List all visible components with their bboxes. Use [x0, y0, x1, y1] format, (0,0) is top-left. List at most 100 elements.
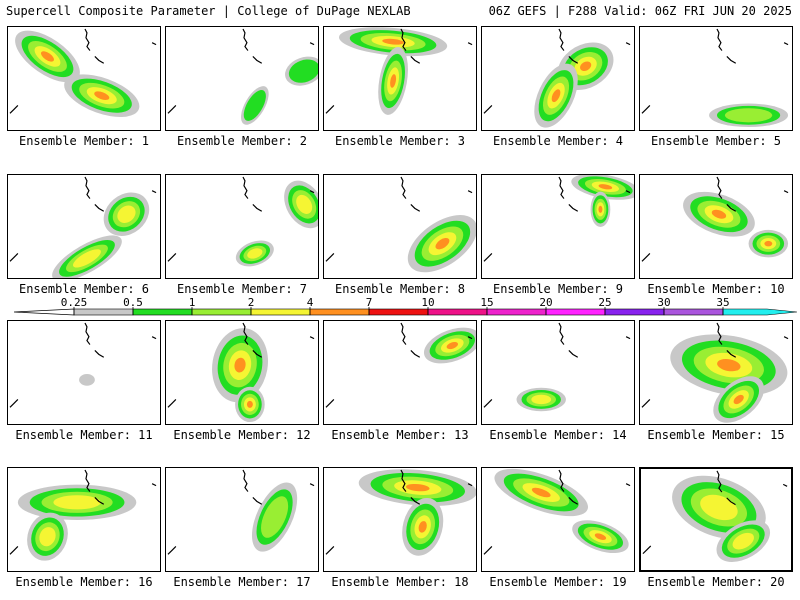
coastline-line: [641, 105, 651, 114]
ensemble-member-panel[interactable]: [639, 320, 793, 425]
ensemble-member-panel[interactable]: [323, 467, 477, 572]
ensemble-member-panel[interactable]: [323, 26, 477, 131]
scp-contour-fill: [73, 249, 101, 268]
coastline-line: [625, 483, 631, 487]
colorbar-segment: [309, 308, 370, 316]
ensemble-member-panel[interactable]: [481, 174, 635, 279]
scp-field-map: [167, 176, 318, 267]
colorbar-segment: [250, 308, 311, 316]
coastline-line: [642, 545, 652, 555]
scp-field-map: [642, 470, 788, 562]
coastline-line: [716, 470, 723, 493]
coastline-line: [641, 399, 651, 408]
scp-contour-fill: [117, 205, 136, 223]
ensemble-member-panel[interactable]: [7, 174, 161, 279]
coastline-line: [467, 190, 473, 194]
coastline-line: [625, 42, 631, 46]
coastline-line: [410, 497, 421, 505]
ensemble-member-panel[interactable]: [639, 174, 793, 279]
coastline-line: [167, 253, 177, 262]
coastline-line: [400, 469, 407, 492]
coastline-line: [84, 176, 91, 199]
coastline-line: [84, 28, 91, 51]
coastline-line: [726, 350, 737, 358]
colorbar-tick-label: 2: [247, 296, 255, 309]
ensemble-member-panel[interactable]: [165, 26, 319, 131]
coastline-line: [242, 176, 249, 199]
colorbar-tick-label: 15: [480, 296, 494, 309]
colorbar-segment: [427, 308, 488, 316]
coastline-line: [84, 469, 91, 492]
ensemble-member-panel[interactable]: [481, 467, 635, 572]
colorbar-segment: [132, 308, 193, 316]
ensemble-member-panel[interactable]: [165, 467, 319, 572]
colorbar-tick-label: 7: [365, 296, 373, 309]
coastline-line: [716, 176, 723, 199]
ensemble-member-label: Ensemble Member: 4: [492, 134, 624, 148]
coastline-line: [167, 546, 177, 555]
coastline-line: [483, 105, 493, 114]
coastline-line: [309, 336, 315, 340]
scp-contour-fill: [234, 357, 246, 373]
ensemble-member-panel[interactable]: [639, 26, 793, 131]
coastline-line: [726, 204, 737, 212]
coastline-line: [783, 190, 789, 194]
scp-contour-fill: [382, 38, 404, 45]
scp-field-map: [483, 175, 634, 262]
coastline-line: [400, 28, 407, 51]
scp-contour-fill: [594, 533, 607, 540]
ensemble-member-panel[interactable]: [481, 320, 635, 425]
coastline-line: [309, 190, 315, 194]
scp-contour-fill: [94, 91, 110, 100]
coastline-line: [400, 176, 407, 199]
scp-field-map: [483, 28, 631, 128]
coastline-line: [568, 56, 579, 64]
scp-field-map: [9, 28, 157, 118]
scp-contour-fill: [531, 487, 551, 498]
scp-contour-fill: [551, 89, 561, 103]
ensemble-member-label: Ensemble Member: 9: [492, 282, 624, 296]
ensemble-member-label: Ensemble Member: 17: [173, 575, 311, 589]
ensemble-member-panel[interactable]: [165, 320, 319, 425]
scp-contour-fill: [598, 205, 603, 213]
ensemble-member-panel[interactable]: [7, 467, 161, 572]
ensemble-member-panel[interactable]: [323, 320, 477, 425]
colorbar-tick-label: 20: [539, 296, 553, 309]
coastline-line: [558, 322, 565, 345]
colorbar-segment: [73, 308, 134, 316]
model-run-info: 06Z GEFS | F288 Valid: 06Z FRI JUN 20 20…: [488, 4, 792, 18]
ensemble-member-panel[interactable]: [7, 320, 161, 425]
coastline-line: [9, 253, 19, 262]
scp-contour-fill: [243, 90, 266, 121]
coastline-line: [558, 176, 565, 199]
scp-field-map: [325, 469, 476, 556]
ensemble-member-panel[interactable]: [639, 467, 793, 572]
coastline-line: [309, 483, 315, 487]
colorbar-tick-label: 0.5: [123, 296, 143, 309]
ensemble-member-label: Ensemble Member: 14: [489, 428, 627, 442]
scp-contour-fill: [418, 521, 427, 533]
coastline-line: [568, 497, 579, 505]
ensemble-member-label: Ensemble Member: 1: [18, 134, 150, 148]
ensemble-member-panel[interactable]: [7, 26, 161, 131]
coastline-line: [568, 204, 579, 212]
coastline-line: [726, 56, 737, 64]
coastline-line: [242, 28, 249, 51]
scp-contour-fill: [288, 59, 318, 83]
coastline-line: [410, 350, 421, 358]
ensemble-member-label: Ensemble Member: 20: [647, 575, 785, 589]
colorbar-segment: [545, 308, 606, 316]
ensemble-member-panel[interactable]: [481, 26, 635, 131]
coastline-line: [242, 469, 249, 492]
colorbar-tick-label: 25: [598, 296, 612, 309]
coastline-line: [9, 546, 19, 555]
scp-field-map: [167, 28, 318, 125]
scp-field-map: [167, 469, 315, 555]
coastline-line: [252, 497, 263, 505]
coastline-line: [325, 105, 335, 114]
ensemble-member-panel[interactable]: [323, 174, 477, 279]
coastline-line: [783, 42, 789, 46]
scp-contour-fill: [246, 400, 253, 408]
ensemble-member-panel[interactable]: [165, 174, 319, 279]
scp-field-map: [641, 176, 789, 262]
